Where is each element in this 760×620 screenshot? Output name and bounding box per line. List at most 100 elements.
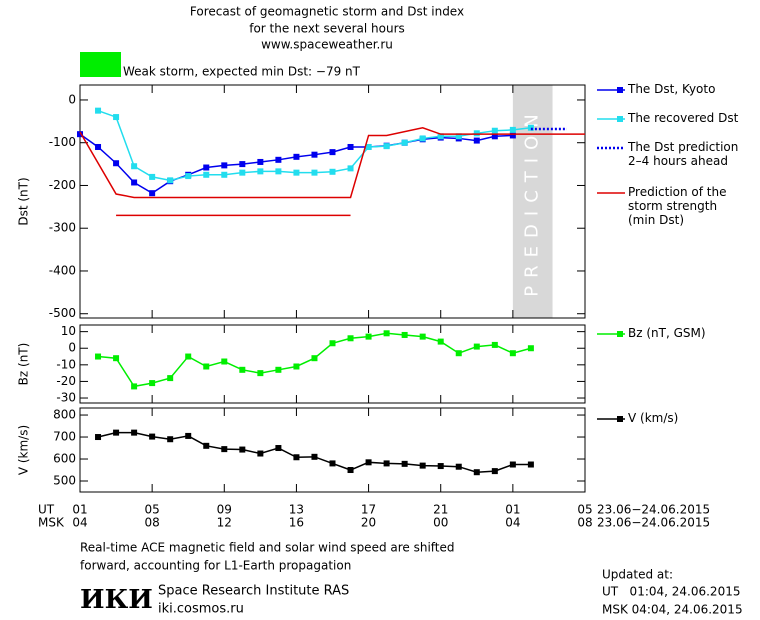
x-tick-label: 08 [145, 516, 160, 530]
point [257, 158, 264, 165]
point [419, 333, 426, 340]
point [221, 162, 228, 169]
point [347, 165, 354, 172]
point [437, 133, 444, 140]
point [149, 190, 156, 197]
point [113, 160, 120, 167]
prediction-region [512, 85, 553, 318]
legend-label: The recovered Dst [628, 111, 739, 125]
y-tick-label: -300 [49, 221, 76, 235]
legend-marker [617, 416, 623, 422]
y-tick-label: 700 [53, 430, 76, 444]
point [473, 130, 480, 137]
x-tick-label: 13 [289, 503, 304, 517]
date-range: 23.06−24.06.2015 [597, 503, 710, 517]
point [509, 126, 516, 133]
point [167, 177, 174, 184]
y-axis-title: Bz (nT) [17, 343, 31, 386]
y-tick-label: 600 [53, 452, 76, 466]
x-tick-label: 00 [433, 516, 448, 530]
y-tick-label: 800 [53, 408, 76, 422]
point [131, 179, 138, 186]
point [329, 460, 336, 467]
point [455, 133, 462, 140]
point [221, 171, 228, 178]
point [365, 333, 372, 340]
point [491, 468, 498, 475]
point [365, 459, 372, 466]
title: Forecast of geomagnetic storm and Dst in… [190, 5, 464, 19]
point [203, 442, 210, 449]
point [329, 340, 336, 347]
point [257, 168, 264, 175]
point [473, 343, 480, 350]
point [149, 380, 156, 387]
point [293, 169, 300, 176]
point [329, 168, 336, 175]
point [347, 335, 354, 342]
point [149, 173, 156, 180]
point [347, 143, 354, 150]
x-axis-title: MSK [38, 516, 65, 530]
series-line [79, 126, 585, 217]
y-tick-label: 0 [68, 92, 76, 106]
point [221, 358, 228, 365]
plot-frame [79, 324, 586, 404]
point [203, 171, 210, 178]
y-tick-label: 500 [53, 474, 76, 488]
x-tick-label: 21 [433, 503, 448, 517]
point [329, 149, 336, 156]
point [311, 453, 318, 460]
point [509, 132, 516, 139]
x-tick-label: 01 [72, 503, 87, 517]
point [455, 350, 462, 357]
note: Real-time ACE magnetic field and solar w… [80, 541, 455, 555]
point [293, 363, 300, 370]
title: www.spaceweather.ru [261, 38, 393, 52]
plot-frame [79, 84, 586, 319]
point [311, 151, 318, 158]
y-axis-title: V (km/s) [17, 425, 31, 475]
point [401, 331, 408, 338]
point [239, 366, 246, 373]
y-tick-label: -10 [56, 357, 76, 371]
point [437, 338, 444, 345]
point [113, 429, 120, 436]
x-tick-label: 04 [72, 516, 87, 530]
point [383, 460, 390, 467]
plot-frame [79, 407, 586, 493]
point [167, 375, 174, 382]
point [383, 330, 390, 337]
site: iki.cosmos.ru [158, 602, 244, 617]
x-tick-label: 05 [145, 503, 160, 517]
updated: MSK 04:04, 24.06.2015 [602, 603, 743, 617]
legend-label: V (km/s) [628, 411, 679, 425]
point [437, 463, 444, 470]
point [185, 432, 192, 439]
y-tick-label: -400 [49, 263, 76, 277]
updated: Updated at: [602, 568, 673, 582]
point [131, 383, 138, 390]
point [95, 143, 102, 150]
point [275, 156, 282, 163]
point [419, 135, 426, 142]
series-line [79, 133, 513, 195]
y-tick-label: -200 [49, 178, 76, 192]
date-range: 23.06−24.06.2015 [597, 516, 710, 530]
y-axis-title: Dst (nT) [17, 177, 31, 225]
point [77, 131, 83, 138]
legend-label: Bz (nT, GSM) [628, 326, 706, 340]
x-tick-label: 08 [577, 516, 592, 530]
point [401, 460, 408, 467]
point [221, 446, 228, 453]
point [275, 445, 282, 452]
x-tick-label: 12 [217, 516, 232, 530]
point [491, 133, 498, 140]
point [509, 461, 516, 468]
point [311, 355, 318, 362]
institute: Space Research Institute RAS [158, 584, 349, 599]
x-tick-label: 01 [505, 503, 520, 517]
point [239, 161, 246, 168]
